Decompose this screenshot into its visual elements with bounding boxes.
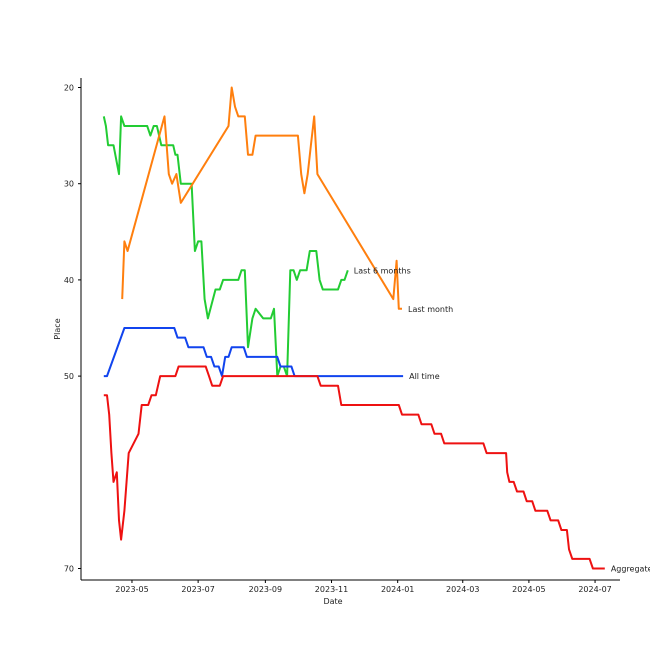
x-axis-ticks: 2023-05 2023-07 2023-09 2023-11 2024-01 2024-… <box>115 580 612 594</box>
x-tick-label: 2023-11 <box>315 585 348 594</box>
series-line-aggregated <box>103 365 605 570</box>
series-label-last-month: Last month <box>408 305 453 314</box>
x-tick-label: 2024-01 <box>381 585 414 594</box>
x-tick-label: 2023-07 <box>181 585 214 594</box>
y-tick-label: 50 <box>64 372 74 381</box>
series-line-last-6-months <box>102 115 349 378</box>
y-tick-label: 30 <box>64 180 74 189</box>
x-tick-label: 2024-07 <box>578 585 611 594</box>
series-line-all-time <box>103 327 404 378</box>
y-tick-label: 70 <box>64 565 74 574</box>
x-tick-label: 2024-05 <box>512 585 545 594</box>
plot-area <box>80 78 620 581</box>
series-layer <box>102 86 605 570</box>
series-label-all-time: All time <box>409 372 440 381</box>
x-tick-label: 2024-03 <box>446 585 479 594</box>
x-axis-title: Date <box>323 597 342 606</box>
series-label-last-6-months: Last 6 months <box>354 266 411 275</box>
x-tick-label: 2023-05 <box>115 585 148 594</box>
series-end-labels: Last 6 months Last month All time Aggregate… <box>354 266 650 573</box>
series-label-aggregated: Aggregated <box>611 565 650 574</box>
series-line-last-month <box>121 86 402 310</box>
y-tick-label: 40 <box>64 276 74 285</box>
y-tick-label: 20 <box>64 84 74 93</box>
y-axis-title: Place <box>53 318 62 339</box>
y-axis-ticks: 20 30 40 50 70 <box>64 84 81 574</box>
x-tick-label: 2023-09 <box>249 585 282 594</box>
